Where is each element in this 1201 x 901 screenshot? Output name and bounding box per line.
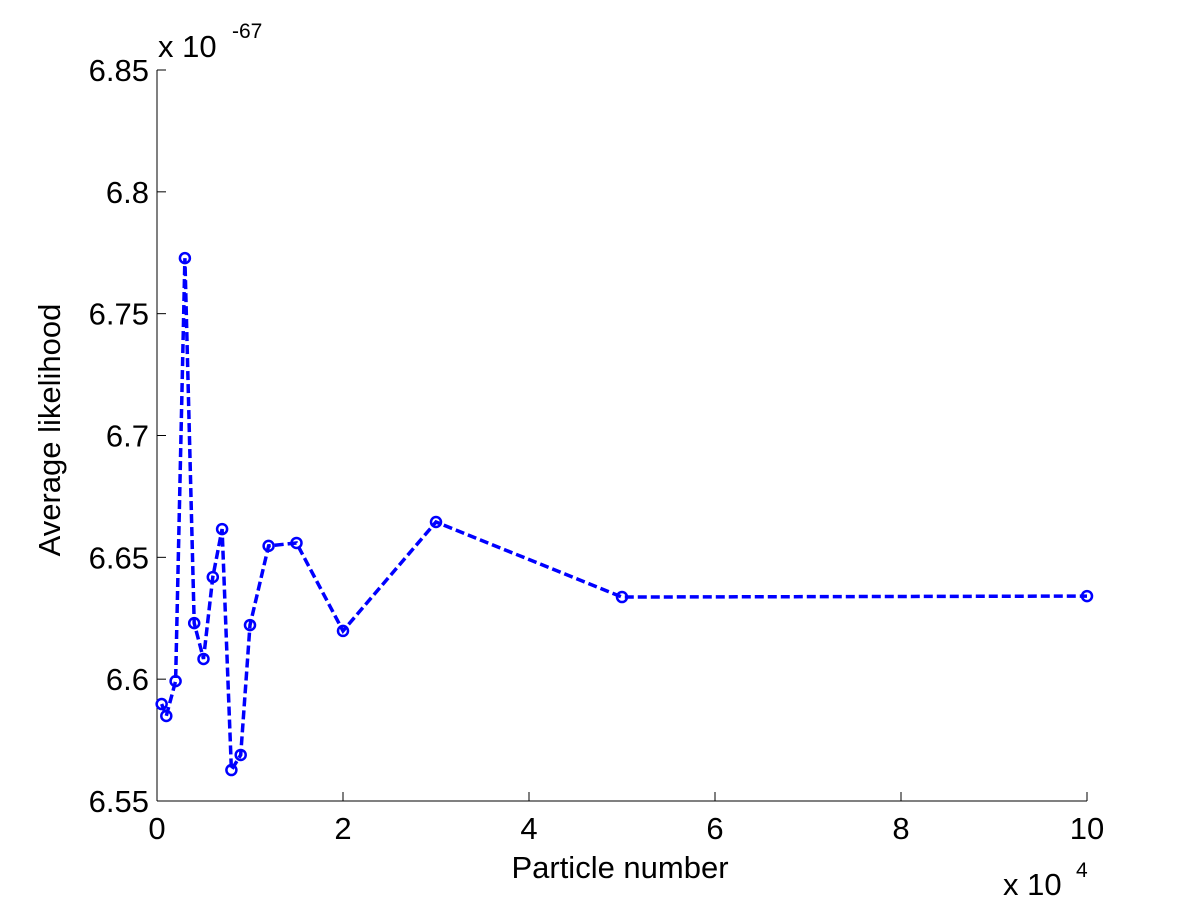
data-point	[160, 709, 173, 723]
x-axis-label: Particle number	[511, 850, 728, 885]
data-point	[169, 674, 182, 688]
y-tick-label: 6.85	[89, 53, 149, 88]
data-point	[178, 251, 192, 265]
data-point	[206, 570, 220, 584]
data-point	[197, 652, 210, 666]
x-tick-label: 2	[334, 811, 351, 846]
y-tick-label: 6.6	[106, 662, 149, 697]
y-axis-label: Average likelihood	[32, 304, 67, 557]
data-point	[336, 624, 350, 638]
data-point	[215, 522, 229, 536]
x-multiplier-exponent: 4	[1076, 859, 1088, 882]
data-point	[187, 616, 201, 630]
y-multiplier-exponent: -67	[232, 20, 262, 43]
data-point	[155, 697, 168, 711]
data-point	[429, 515, 443, 529]
x-tick-label: 0	[148, 811, 165, 846]
x-tick-label: 8	[892, 811, 909, 846]
data-point	[615, 590, 629, 604]
y-tick-label: 6.65	[89, 540, 149, 575]
data-point	[234, 748, 247, 762]
y-tick-label: 6.55	[89, 784, 149, 819]
x-tick-label: 4	[520, 811, 537, 846]
data-line	[160, 258, 1088, 776]
y-tick-label: 6.8	[106, 175, 149, 210]
x-tick-label: 10	[1070, 811, 1104, 846]
x-tick-label: 6	[706, 811, 723, 846]
data-point	[290, 536, 303, 550]
y-tick-label: 6.7	[106, 419, 149, 454]
x-multiplier: x 10	[1003, 867, 1062, 901]
y-tick-label: 6.75	[89, 297, 149, 332]
data-point	[1080, 589, 1094, 603]
data-point	[243, 618, 257, 632]
y-multiplier: x 10	[158, 29, 217, 64]
data-point	[225, 763, 238, 777]
data-point	[262, 539, 275, 553]
